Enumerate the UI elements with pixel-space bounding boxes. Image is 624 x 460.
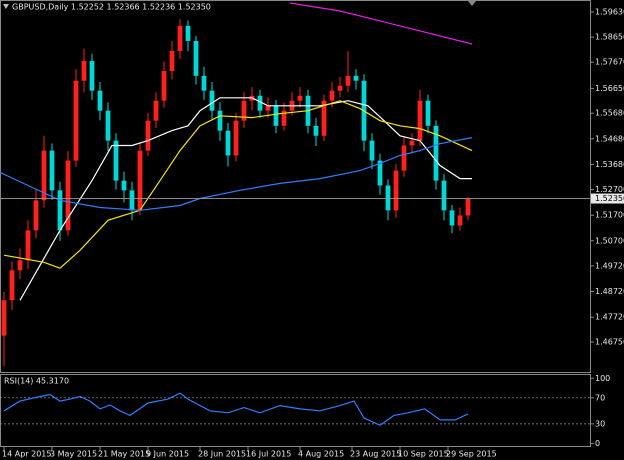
y-tick-label: 100 — [595, 374, 610, 383]
candle-body — [465, 198, 471, 216]
candle-body — [225, 130, 231, 156]
candle-body — [137, 150, 143, 211]
x-tick-label: 14 Apr 2015 — [2, 450, 51, 459]
candle-body — [177, 25, 183, 51]
candle-body — [313, 125, 319, 136]
x-tick-label: 29 Sep 2015 — [446, 450, 497, 459]
candle-body — [353, 75, 359, 81]
candle-body — [113, 140, 119, 181]
y-tick-label: 0 — [595, 439, 600, 448]
candle-body — [329, 90, 335, 101]
candle-body — [201, 75, 207, 91]
candle-body — [281, 110, 287, 126]
y-tick-label: 1.50700 — [595, 236, 624, 245]
candle-body — [121, 180, 127, 191]
y-tick-label: 1.51700 — [595, 211, 624, 220]
candle-body — [369, 140, 375, 161]
y-tick-label: 1.48720 — [595, 287, 624, 296]
rsi-title: RSI(14) 45.3170 — [4, 377, 69, 386]
x-tick-label: 28 Jun 2015 — [198, 450, 246, 459]
candle-body — [57, 190, 63, 231]
candle-body — [65, 160, 71, 231]
candle-body — [265, 105, 271, 111]
y-tick-label: 70 — [595, 393, 605, 402]
candle-body — [321, 100, 327, 136]
candle-body — [193, 40, 199, 76]
candle-body — [25, 230, 31, 261]
indicator-line — [3, 100, 473, 269]
y-tick-label: 1.54680 — [595, 134, 624, 143]
y-tick-label: 1.53680 — [595, 160, 624, 169]
candle-body — [409, 140, 415, 146]
candle-body — [401, 145, 407, 171]
main-frame — [0, 0, 591, 373]
candle-body — [425, 100, 431, 126]
candle-body — [105, 110, 111, 141]
x-tick-label: 4 Aug 2015 — [298, 450, 344, 459]
candle-body — [97, 90, 103, 111]
price-label-box — [591, 193, 624, 204]
candle-body — [73, 80, 79, 161]
x-tick-label: 9 Jun 2015 — [146, 450, 189, 459]
y-tick-label: 1.46750 — [595, 338, 624, 347]
x-tick-label: 3 May 2015 — [50, 450, 97, 459]
shift-marker — [468, 1, 476, 6]
candle-body — [257, 95, 263, 111]
candle-body — [377, 160, 383, 186]
candle-body — [393, 170, 399, 211]
candle-body — [449, 210, 455, 226]
indicator-line — [0, 137, 473, 211]
candle-body — [233, 120, 239, 156]
y-tick-label: 1.59630 — [595, 8, 624, 17]
y-tick-label: 1.56650 — [595, 84, 624, 93]
candle-body — [337, 85, 343, 91]
candle-body — [49, 150, 55, 191]
x-tick-label: 16 Jul 2015 — [246, 450, 291, 459]
candle-body — [153, 100, 159, 121]
x-tick-label: 23 Aug 2015 — [350, 450, 401, 459]
candle-body — [385, 185, 391, 211]
candle-body — [441, 180, 447, 211]
candle-body — [129, 190, 135, 211]
candle-body — [297, 95, 303, 101]
candle-body — [241, 100, 247, 121]
x-tick-label: 10 Sep 2015 — [398, 450, 449, 459]
candle-body — [41, 150, 47, 201]
y-tick-label: 1.52700 — [595, 185, 624, 194]
candle-body — [209, 90, 215, 111]
y-tick-label: 1.57670 — [595, 58, 624, 67]
indicator-line — [3, 392, 469, 426]
candle-body — [1, 300, 7, 336]
y-tick-label: 1.58650 — [595, 33, 624, 42]
symbol-icon — [3, 4, 9, 9]
y-tick-label: 1.49720 — [595, 261, 624, 270]
y-tick-label: 1.55680 — [595, 109, 624, 118]
candle-body — [217, 110, 223, 131]
y-tick-label: 1.47720 — [595, 313, 624, 322]
indicator-line — [289, 2, 473, 45]
chart-title: GBPUSD,Daily 1.52252 1.52366 1.52236 1.5… — [12, 3, 211, 12]
price-label: 1.52350 — [595, 194, 624, 203]
candle-body — [273, 105, 279, 126]
candle-body — [433, 125, 439, 181]
indicator-line — [19, 97, 472, 301]
candle-body — [417, 100, 423, 141]
candle-body — [457, 215, 463, 226]
candle-body — [89, 60, 95, 91]
candle-body — [145, 120, 151, 151]
y-tick-label: 30 — [595, 419, 605, 428]
candle-body — [17, 260, 23, 271]
candle-body — [161, 70, 167, 101]
rsi-frame — [0, 374, 591, 447]
candle-body — [185, 25, 191, 41]
candle-body — [169, 50, 175, 71]
candle-body — [81, 60, 87, 81]
x-tick-label: 21 May 2015 — [98, 450, 150, 459]
candle-body — [33, 200, 39, 231]
candle-body — [345, 75, 351, 86]
candle-body — [9, 270, 15, 301]
